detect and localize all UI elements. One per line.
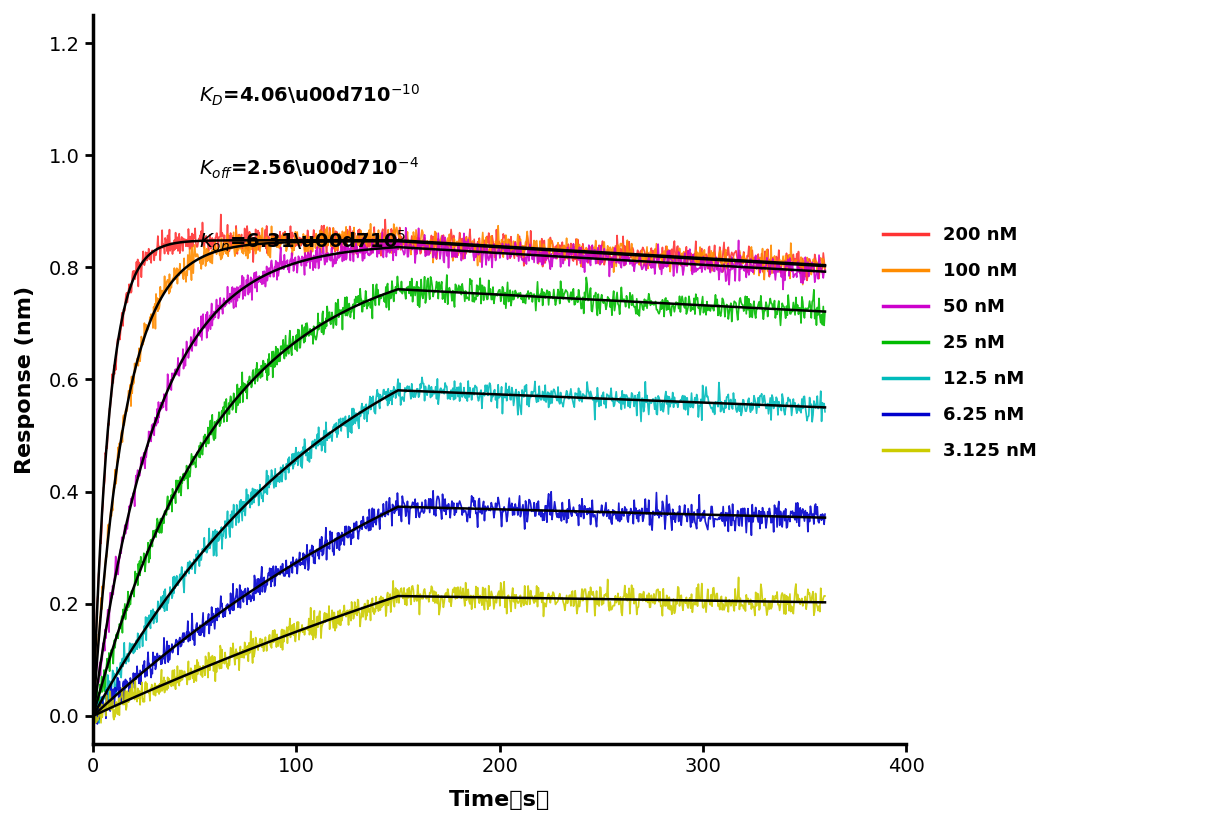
Text: $K_D$=4.06\u00d710$^{-10}$: $K_D$=4.06\u00d710$^{-10}$ (198, 82, 420, 108)
X-axis label: Time（s）: Time（s） (450, 790, 551, 810)
Y-axis label: Response (nm): Response (nm) (15, 285, 34, 474)
Text: $K_{off}$=2.56\u00d710$^{-4}$: $K_{off}$=2.56\u00d710$^{-4}$ (198, 156, 419, 181)
Text: $K_{on}$=6.31\u00d710$^5$: $K_{on}$=6.31\u00d710$^5$ (198, 229, 407, 254)
Legend: 200 nM, 100 nM, 50 nM, 25 nM, 12.5 nM, 6.25 nM, 3.125 nM: 200 nM, 100 nM, 50 nM, 25 nM, 12.5 nM, 6… (876, 219, 1044, 468)
